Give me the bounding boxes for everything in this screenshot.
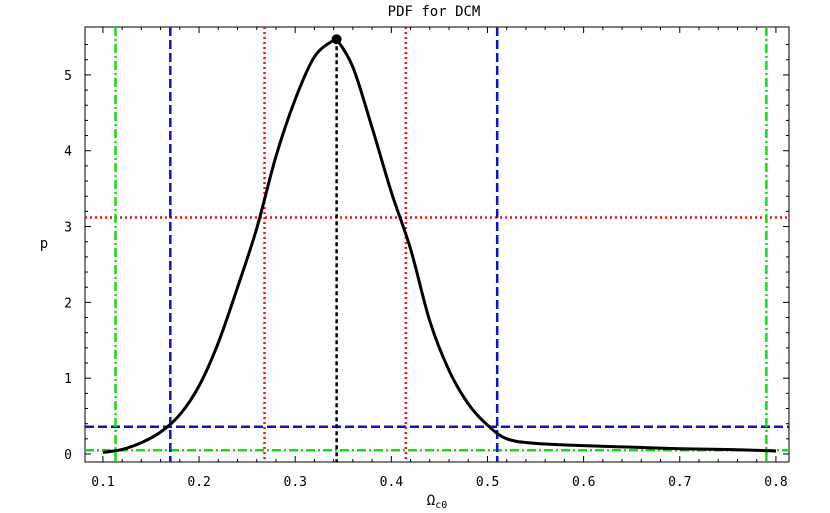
chart-title: PDF for DCM (388, 4, 481, 20)
y-tick-label-2: 2 (64, 296, 72, 311)
y-tick-label-3: 3 (64, 221, 72, 236)
y-tick-label-5: 5 (64, 69, 72, 84)
horizontal-confidence-lines (85, 216, 789, 452)
x-tick-label-3: 0.4 (380, 475, 404, 490)
y-axis-label: p (40, 236, 48, 252)
curve-layer (102, 34, 777, 454)
peak-marker (331, 34, 342, 45)
y-tick-label-0: 0 (64, 448, 72, 463)
axis-tick-labels: 0.1 0.2 0.3 0.4 0.5 0.6 0.7 0.8 0 1 2 3 4 5 (64, 69, 788, 490)
y-tick-label-1: 1 (64, 372, 72, 387)
x-axis-label-subscript: c0 (435, 500, 447, 511)
pdf-curve-0 (102, 35, 777, 454)
x-tick-label-1: 0.2 (187, 475, 210, 490)
vertical-confidence-lines (114, 27, 768, 462)
x-tick-label-4: 0.5 (476, 475, 499, 490)
x-tick-label-0: 0.1 (91, 475, 114, 490)
plot-frame (84, 26, 790, 463)
x-tick-label-6: 0.7 (668, 475, 691, 490)
x-tick-label-2: 0.3 (284, 475, 307, 490)
x-axis-label: Ωc0 (427, 493, 447, 511)
x-tick-label-7: 0.8 (764, 475, 787, 490)
x-axis-label-main: Ω (427, 493, 435, 509)
x-tick-label-5: 0.6 (572, 475, 595, 490)
y-tick-label-4: 4 (64, 145, 72, 160)
axis-ticks (85, 27, 789, 462)
